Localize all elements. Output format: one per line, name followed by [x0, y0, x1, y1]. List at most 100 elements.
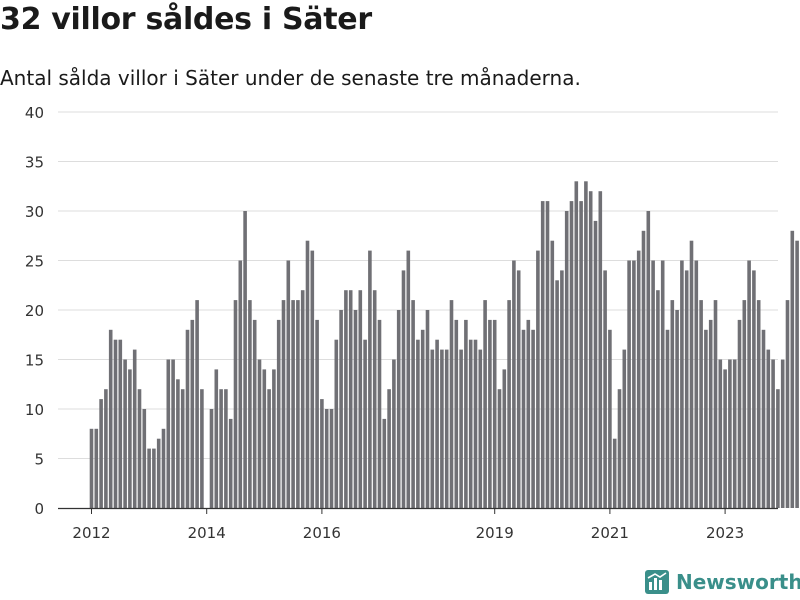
bar — [454, 319, 459, 508]
bar — [118, 339, 123, 508]
bar — [353, 310, 358, 508]
bar — [161, 428, 166, 508]
bar — [243, 211, 247, 508]
bar — [612, 438, 617, 508]
bar — [756, 300, 761, 508]
bar — [593, 220, 598, 508]
bar — [425, 310, 430, 508]
bar — [89, 428, 94, 508]
bar — [195, 300, 199, 508]
bar — [401, 270, 406, 508]
bar — [252, 319, 257, 508]
bar — [257, 359, 262, 508]
bar — [464, 319, 468, 508]
bar — [550, 240, 555, 508]
bar — [310, 250, 315, 508]
bar — [214, 369, 219, 508]
bar — [368, 250, 372, 508]
bar — [420, 329, 425, 508]
bar — [512, 260, 516, 508]
bar — [497, 389, 502, 508]
bar — [531, 329, 535, 508]
bar — [348, 290, 353, 508]
bar — [684, 270, 689, 508]
bar — [790, 230, 795, 509]
bar — [771, 359, 775, 508]
bar — [574, 181, 579, 509]
bar — [147, 448, 151, 508]
bar — [219, 389, 223, 508]
bar — [540, 201, 545, 508]
bar — [521, 329, 526, 508]
bar — [228, 418, 233, 508]
bar — [128, 369, 132, 508]
bar — [387, 389, 391, 508]
y-axis-ticks: 0 5 10 15 20 25 30 35 40 — [25, 104, 44, 518]
bar — [267, 389, 271, 508]
bar — [132, 349, 137, 508]
bar — [416, 339, 420, 508]
bar — [281, 300, 286, 508]
bar — [723, 369, 727, 508]
bar — [478, 349, 483, 508]
bar — [200, 389, 204, 508]
bar — [176, 379, 180, 508]
bar — [276, 319, 281, 508]
bar — [339, 310, 343, 508]
bar — [449, 300, 454, 508]
bar — [795, 240, 799, 508]
bar — [641, 230, 646, 509]
x-tick-label: 2016 — [303, 524, 341, 542]
bar — [622, 349, 627, 508]
y-tick-label: 30 — [25, 203, 44, 221]
bar — [785, 300, 790, 508]
bar — [190, 319, 195, 508]
bar — [324, 409, 329, 508]
bar — [262, 369, 267, 508]
bar — [680, 260, 684, 508]
bar — [627, 260, 631, 508]
bar — [377, 319, 382, 508]
bar — [272, 369, 276, 508]
bar — [694, 260, 699, 508]
bar — [651, 260, 655, 508]
bar — [617, 389, 622, 508]
bar — [152, 448, 156, 508]
y-tick-label: 40 — [25, 104, 44, 122]
bar — [646, 211, 651, 508]
bar — [507, 300, 511, 508]
bar — [396, 310, 401, 508]
bars — [89, 181, 799, 509]
bar — [766, 349, 771, 508]
bar — [526, 319, 531, 508]
bar — [142, 409, 147, 508]
bar — [545, 201, 550, 508]
bar — [560, 270, 564, 508]
bar — [358, 290, 363, 508]
bar — [713, 300, 718, 508]
bar — [516, 270, 521, 508]
bar — [185, 329, 190, 508]
brand-name: Newsworthy — [676, 570, 800, 594]
bar — [430, 349, 435, 508]
bar — [329, 409, 334, 508]
bar — [99, 399, 103, 508]
bar — [382, 418, 387, 508]
bar — [233, 300, 238, 508]
bar — [238, 260, 243, 508]
bar — [737, 319, 742, 508]
bar — [656, 290, 660, 508]
bar — [675, 310, 679, 508]
bar — [180, 389, 185, 508]
bar — [660, 260, 665, 508]
newsworthy-logo-icon — [645, 570, 669, 594]
bar — [699, 300, 703, 508]
bar — [305, 240, 310, 508]
x-tick-label: 2019 — [476, 524, 514, 542]
bar — [473, 339, 478, 508]
bar — [752, 270, 756, 508]
bar — [742, 300, 747, 508]
x-tick-label: 2012 — [72, 524, 110, 542]
brand: Newsworthy — [644, 569, 800, 595]
bar — [104, 389, 108, 508]
